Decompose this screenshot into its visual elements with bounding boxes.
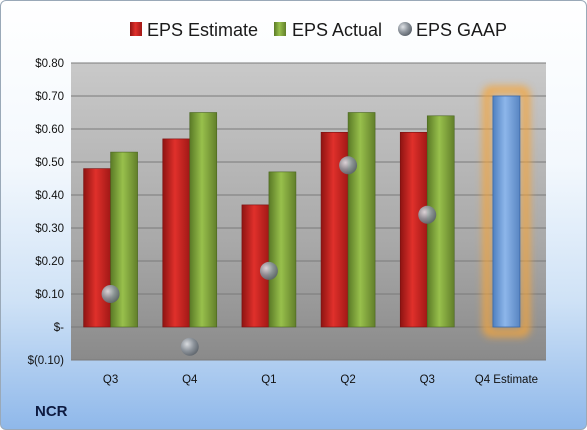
highlight-glow-layer [482,86,530,337]
bar-eps-actual [189,112,218,328]
y-tick-label: $0.70 [35,91,64,103]
y-tick-label: $0.60 [35,124,64,136]
bar-eps-actual [347,112,376,328]
legend: EPS Estimate EPS Actual EPS GAAP [130,20,507,40]
legend-label-eps-gaap: EPS GAAP [416,20,507,40]
y-axis-tick-labels: $(0.10) $- $0.10 $0.20 $0.30 $0.40 $0.50 $0.60 $… [28,58,65,367]
x-tick-label: Q4 [182,374,198,386]
bar-eps-estimate [399,132,428,328]
gaap-markers [101,156,437,356]
bar-eps-actual [268,171,297,328]
legend-label-eps-estimate: EPS Estimate [147,20,258,40]
legend-item-eps-actual: EPS Actual [274,20,382,40]
bar-eps-estimate [162,138,191,328]
x-tick-label: Q2 [340,374,355,386]
highlight-glow [482,86,530,337]
legend-item-eps-gaap: EPS GAAP [398,20,507,40]
bars [83,95,521,328]
marker-eps-gaap [418,205,437,224]
bar-q4-estimate [492,95,521,328]
x-axis-tick-labels: Q3 Q4 Q1 Q2 Q3 Q4 Estimate [103,374,538,386]
legend-label-eps-actual: EPS Actual [292,20,382,40]
x-tick-label: Q4 Estimate [475,374,538,386]
x-tick-label: Q1 [261,374,276,386]
legend-swatch-eps-actual [274,22,286,36]
legend-item-eps-estimate: EPS Estimate [130,20,258,40]
legend-swatch-eps-estimate [130,22,142,36]
marker-eps-gaap [180,337,199,356]
y-tick-label: $(0.10) [28,355,65,367]
y-tick-label: $0.40 [35,190,64,202]
y-tick-label: $0.80 [35,58,64,70]
plot-area [71,63,546,360]
y-tick-label: $0.50 [35,157,64,169]
x-tick-label: Q3 [420,374,435,386]
x-tick-label: Q3 [103,374,118,386]
marker-eps-gaap [101,285,120,303]
company-ticker: NCR [35,403,68,420]
y-tick-label: $0.20 [35,256,64,268]
legend-marker-eps-gaap [398,22,412,36]
marker-eps-gaap [339,156,358,175]
y-tick-label: $0.30 [35,223,64,235]
gridlines [71,62,546,361]
y-tick-label: $- [54,322,64,334]
y-tick-label: $0.10 [35,289,64,301]
marker-eps-gaap [259,261,278,280]
bar-eps-estimate [83,168,111,328]
